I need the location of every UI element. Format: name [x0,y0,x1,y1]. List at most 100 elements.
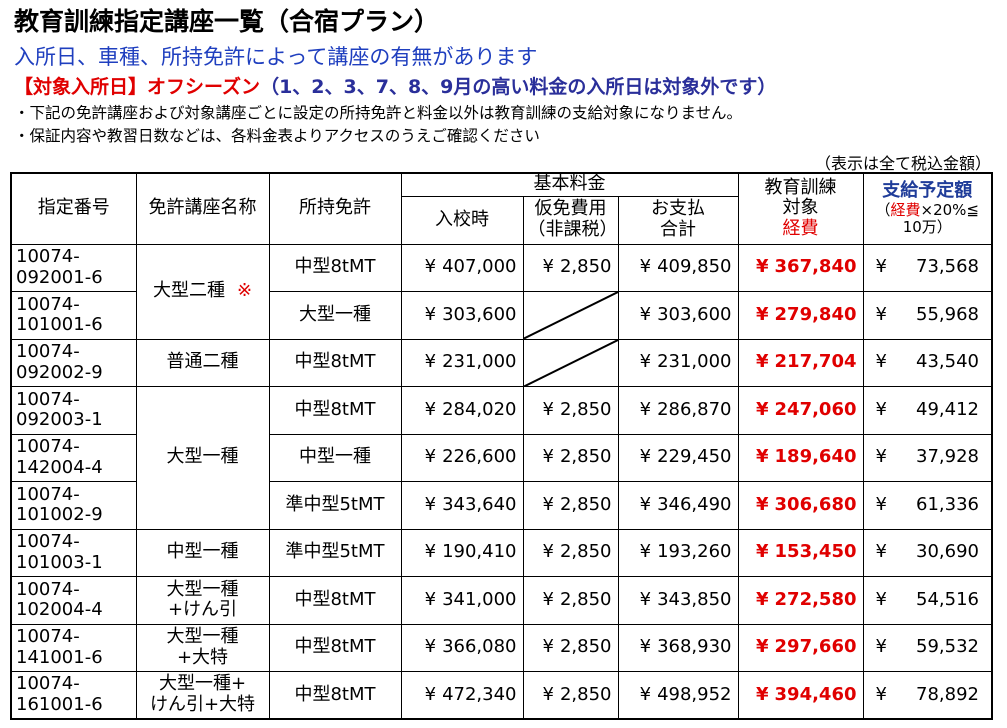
subsidy-amount: 43,540 [916,351,979,373]
id-cell: 10074- 141001-6 [10,623,137,672]
subsidy: ¥37,928 [868,447,988,468]
header-line: お支払 [651,198,705,220]
currency: ¥ [755,351,769,373]
id-line: 161001-6 [16,694,103,715]
header-cell: 免許講座名称 [135,172,270,245]
entry-fee: 366,080 [442,636,517,658]
id-line: 10074- [16,626,80,648]
provisional-fee-cell: ¥2,850 [522,243,619,292]
course-table: 指定番号 免許講座名称 所持免許 基本料金 教育訓練 対象 経費 支給予定額 （経費×… [10,172,993,720]
total-fee-cell: ¥368,930 [617,623,739,672]
header-line: 対象 [782,197,819,219]
table-row: 10074- 102004-4 大型一種 +けん引 中型8tMT ¥341,000 ¥2,8… [10,576,993,625]
subsidy-amount: 30,690 [916,541,979,563]
total-fee-cell: ¥303,600 [617,291,739,340]
note: ・保証内容や教習日数などは、各料金表よりアクセスのうえご確認ください [14,127,540,145]
id-line: 10074- [16,436,80,458]
currency: ¥ [875,541,887,563]
id-line: 102004-4 [16,599,103,621]
id-cell: 10074- 102004-4 [10,576,137,625]
table-row: 10074- 101001-6 大型一種 ¥303,600 ¥303,600 ¥279,8… [10,291,993,340]
eligible-cost-cell: ¥297,660 [737,623,864,672]
subsidy-cell: ¥55,968 [862,291,993,340]
provisional-fee-cell: ¥2,850 [522,576,619,625]
currency: ¥ [542,398,554,420]
subsidy-cell: ¥73,568 [862,243,993,292]
header-line: （経費×20%≦ [868,200,988,219]
currency: ¥ [639,493,652,515]
id-line: 101003-1 [16,551,103,573]
license-cell: 大型一種 [268,291,402,340]
id-line: 10074- [16,578,80,600]
entry-fee-cell: ¥303,600 [400,291,524,340]
currency: ¥ [542,636,554,658]
id-cell: 10074- 101003-1 [10,528,137,577]
course-cell: 大型二種 ※ [135,243,270,340]
course-cell: 中型一種 [135,528,270,577]
entry-fee-cell: ¥190,410 [400,528,524,577]
subsidy-cell: ¥54,516 [862,576,993,625]
eligible-cost: 394,460 [774,683,857,705]
entry-fee-cell: ¥226,600 [400,433,524,482]
subsidy: ¥54,516 [868,588,988,611]
course-name: けん引+大特 [149,694,256,715]
entry-fee: 231,000 [442,351,517,373]
subsidy-cell: ¥61,336 [862,481,993,530]
currency: ¥ [639,683,652,705]
eligible-cost: 247,060 [774,398,857,420]
course-line: 大型一種 [141,626,265,648]
subsidy-amount: 55,968 [916,303,979,325]
currency: ¥ [755,541,769,563]
currency: ¥ [542,256,554,278]
table-row: 10074- 101002-9 準中型5tMT ¥343,640 ¥2,850 ¥346,… [10,481,993,530]
table-row: 10074- 101003-1 中型一種 準中型5tMT ¥190,410 ¥2,850 ¥… [10,528,993,577]
entry-fee: 472,340 [442,683,517,705]
total-fee: 498,952 [657,683,732,705]
course-line: 中型一種 [141,542,265,563]
id-line: 10074- [16,246,80,268]
eligible-cost: 279,840 [774,303,857,325]
course-line: けん引+大特 [141,694,265,716]
text: 経費 [890,200,921,219]
entry-fee: 343,640 [442,493,517,515]
course-line: 大型一種 [141,447,265,468]
license-cell: 準中型5tMT [268,528,402,577]
currency: ¥ [639,588,652,610]
currency: ¥ [424,351,437,373]
course-line: 大型二種 ※ [141,280,265,302]
currency: ¥ [424,493,437,515]
header-cell: 指定番号 [10,172,137,245]
eligible-cost-cell: ¥306,680 [737,481,864,530]
provisional-fee: 2,850 [559,446,612,468]
course-name: 普通二種 [166,351,239,373]
provisional-fee-cell: ¥2,850 [522,386,619,435]
subsidy: ¥55,968 [868,303,988,326]
subsidy: ¥61,336 [868,493,988,516]
currency: ¥ [542,588,554,610]
subsidy-amount: 61,336 [916,493,979,515]
eligible-cost-cell: ¥367,840 [737,243,864,292]
entry-fee: 341,000 [442,588,517,610]
license-cell: 中型8tMT [268,386,402,435]
course-name: +けん引 [167,599,238,621]
id-line: 10074- [16,483,80,505]
subsidy: ¥30,690 [868,542,988,563]
currency: ¥ [639,303,652,325]
total-fee-cell: ¥346,490 [617,481,739,530]
entry-fee-cell: ¥231,000 [400,338,524,387]
currency: ¥ [424,398,437,420]
table-body: 10074- 092001-6 大型二種 ※ 中型8tMT ¥407,000 ¥2,850 ¥… [10,243,993,720]
currency: ¥ [424,446,437,468]
title: 教育訓練指定講座一覧（合宿プラン） [14,7,440,36]
course-cell: 大型一種 [135,386,270,530]
currency: ¥ [639,541,652,563]
subsidy-amount: 49,412 [916,398,979,420]
id-line: 10074- [16,531,80,553]
target-label: 【対象入所日】オフシーズン [14,76,261,98]
subsidy-amount: 54,516 [916,588,979,610]
tax-note: （表示は全て税込金額） [814,154,991,173]
id-cell: 10074- 092002-9 [10,338,137,387]
currency: ¥ [875,256,887,278]
course-name: 大型一種 [166,578,239,600]
